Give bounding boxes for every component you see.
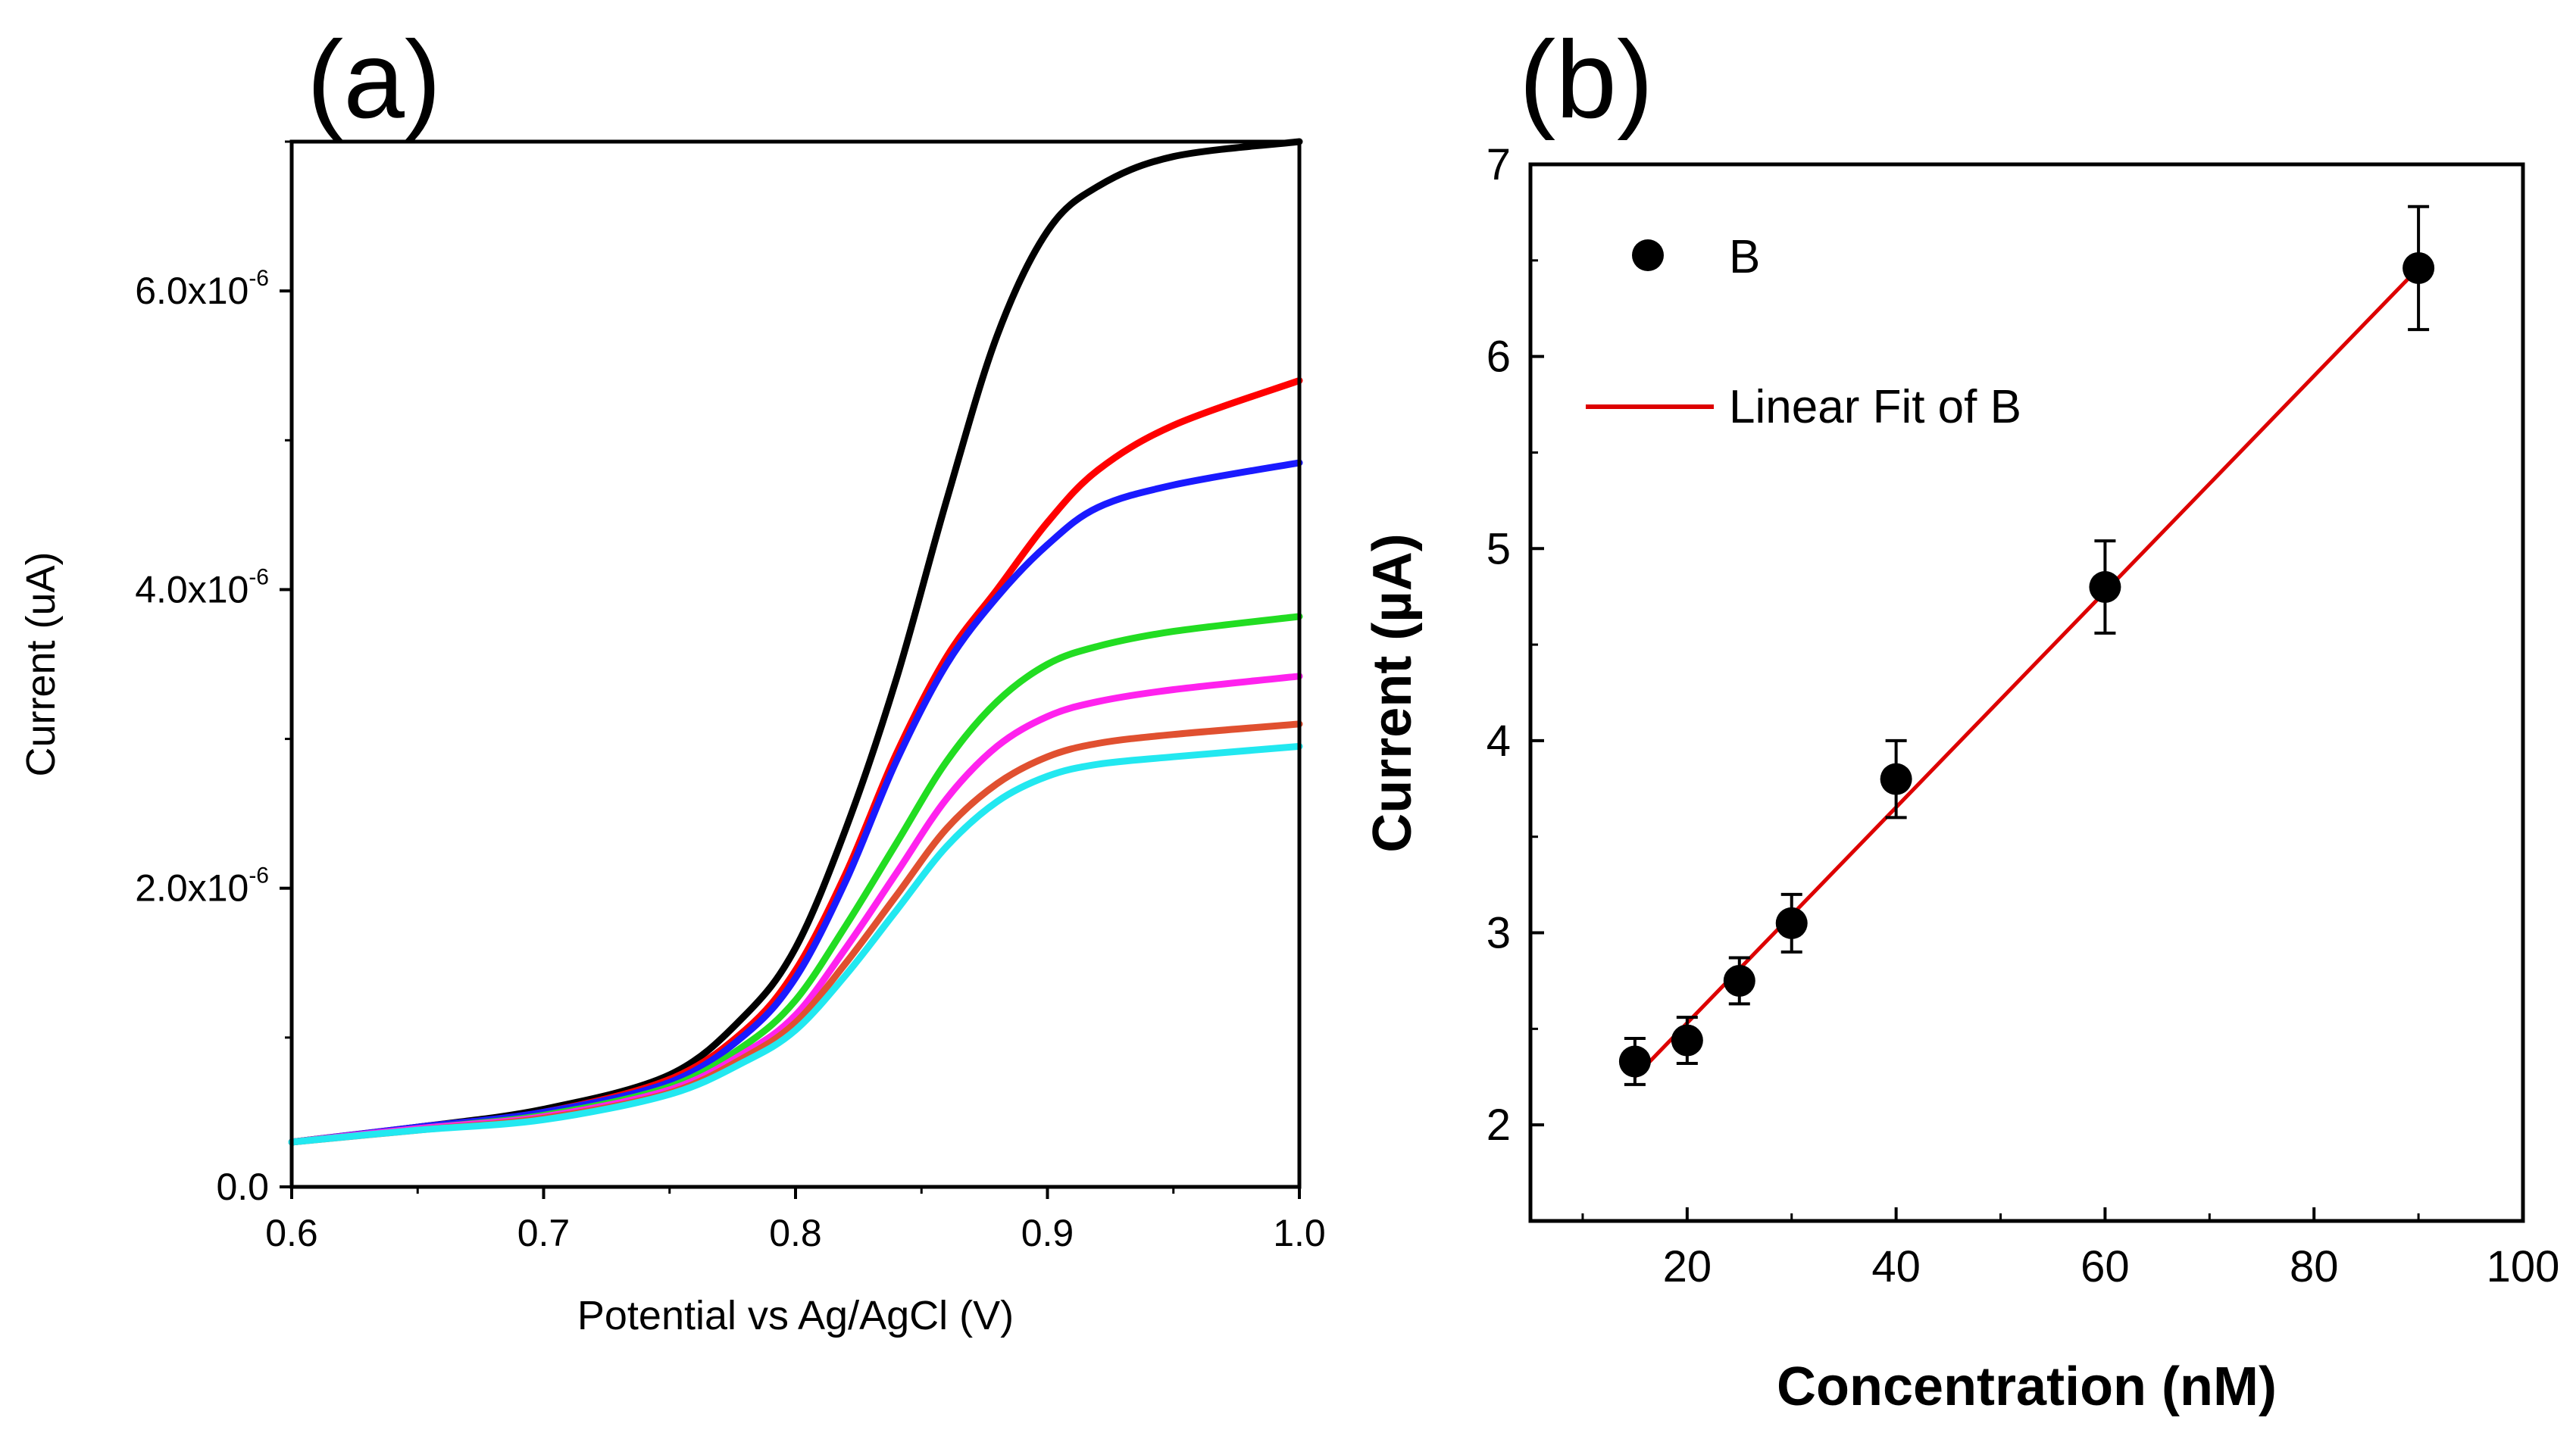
data-point — [1880, 738, 1912, 820]
series-line-blue — [288, 459, 1303, 1146]
panel-b-y-axis-title: Current (µA) — [1362, 533, 1423, 852]
x-tick-label-b: 100 — [2487, 1242, 2560, 1291]
series-line-orange — [288, 720, 1303, 1146]
data-point-marker — [1671, 1024, 1703, 1057]
data-point-marker — [1775, 907, 1808, 939]
x-tick-label-a: 0.8 — [769, 1212, 822, 1254]
panel-a-x-axis-title: Potential vs Ag/AgCl (V) — [577, 1293, 1014, 1338]
y-tick-label-a: 0.0 — [216, 1166, 269, 1208]
panel-b-plot-frame — [1528, 162, 2525, 1223]
x-tick-label-a: 1.0 — [1273, 1212, 1326, 1254]
y-tick-label-b: 6 — [1487, 333, 1511, 382]
legend-marker-b — [1632, 239, 1664, 271]
panel-a-y-axis-title: Current (uA) — [18, 551, 64, 776]
panel-b: (b) 20 40 60 80 100 2 3 4 5 6 7 Concentration (nM)… — [1362, 18, 2559, 1417]
y-tick-label-a: 6.0x10-6 — [135, 266, 269, 312]
linear-fit-line — [1633, 267, 2420, 1079]
x-tick-label-b: 80 — [2290, 1242, 2339, 1291]
data-point — [1775, 892, 1808, 954]
data-point — [1671, 1016, 1703, 1066]
panel-b-points-layer — [1618, 205, 2435, 1086]
y-tick-exponent-a: -6 — [249, 266, 269, 291]
legend-label-fit: Linear Fit of B — [1729, 381, 2021, 433]
x-tick-label-a: 0.9 — [1021, 1212, 1074, 1254]
panel-b-x-axis-title: Concentration (nM) — [1777, 1357, 2277, 1417]
legend-label-b: B — [1729, 231, 1760, 283]
panel-a: (a) 0.6 0.7 0.8 0.9 1.0 0.0 2.0x10-6 4.0x10-6 6.… — [18, 18, 1326, 1338]
panel-b-ticks: 20 40 60 80 100 2 3 4 5 6 7 — [1487, 140, 2560, 1291]
panel-b-fit-layer — [1633, 267, 2420, 1079]
y-tick-label-a: 4.0x10-6 — [135, 564, 269, 610]
series-line-black — [288, 138, 1303, 1146]
data-point-marker — [1880, 763, 1912, 795]
x-tick-label-b: 40 — [1871, 1242, 1921, 1291]
y-tick-exponent-a: -6 — [249, 564, 269, 589]
x-tick-label-a: 0.7 — [517, 1212, 571, 1254]
y-tick-exponent-a: -6 — [249, 863, 269, 888]
data-point-marker — [2089, 571, 2121, 603]
y-tick-label-b: 5 — [1487, 524, 1511, 573]
x-tick-label-b: 60 — [2080, 1242, 2130, 1291]
y-tick-label-b: 2 — [1487, 1101, 1511, 1150]
panel-b-label: (b) — [1519, 18, 1653, 141]
data-point-marker — [1618, 1045, 1651, 1078]
data-point — [2402, 205, 2435, 332]
y-tick-label-b: 3 — [1487, 909, 1511, 958]
y-tick-label-a: 2.0x10-6 — [135, 863, 269, 910]
data-point-marker — [2402, 251, 2435, 284]
panel-b-legend: B Linear Fit of B — [1586, 231, 2021, 433]
panel-a-series-lines — [288, 138, 1303, 1146]
series-line-magenta — [288, 673, 1303, 1146]
panel-a-ticks: 0.6 0.7 0.8 0.9 1.0 0.0 2.0x10-6 4.0x10-6 6.0x10… — [135, 140, 1326, 1254]
data-point — [1723, 956, 1755, 1006]
y-tick-label-b: 4 — [1487, 717, 1511, 766]
x-tick-label-a: 0.6 — [265, 1212, 318, 1254]
x-tick-label-b: 20 — [1663, 1242, 1712, 1291]
panel-a-label: (a) — [307, 18, 441, 141]
data-point-marker — [1723, 964, 1755, 997]
data-point — [1618, 1037, 1651, 1086]
y-tick-label-b: 7 — [1487, 140, 1511, 189]
series-line-cyan — [288, 742, 1303, 1146]
data-point — [2089, 539, 2121, 635]
